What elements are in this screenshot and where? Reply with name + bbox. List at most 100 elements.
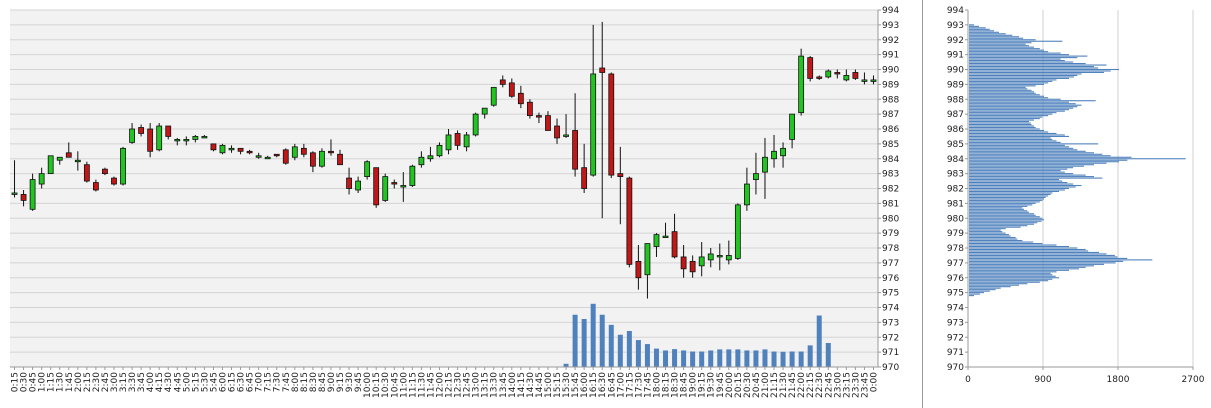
main-xtick-label: 7:30 (273, 372, 283, 392)
volume-bar (653, 348, 659, 367)
profile-bar (969, 63, 1086, 65)
profile-bar (969, 106, 1078, 108)
candle-body (174, 139, 181, 142)
candle-body (590, 73, 597, 176)
profile-bar (969, 219, 1044, 221)
profile-bar (969, 187, 1069, 190)
main-xtick-label: 1:45 (65, 372, 75, 392)
profile-bar (969, 82, 1049, 84)
main-xtick-label: 23:45 (860, 372, 870, 398)
candle-body (210, 143, 217, 151)
candle (255, 152, 262, 159)
main-xtick-label: 4:15 (155, 372, 165, 392)
profile-bar (969, 77, 1069, 79)
profile-bar (969, 85, 1036, 87)
profile-bar (969, 272, 1051, 274)
volume-bar (780, 351, 786, 367)
main-xtick-label: 7:45 (282, 372, 292, 392)
main-xtick-label: 6:30 (237, 372, 247, 392)
main-ytick-label: 994 (882, 6, 899, 16)
profile-bar (969, 27, 986, 29)
profile-bar (969, 37, 1024, 39)
candle (563, 114, 569, 138)
profile-bar (969, 266, 1086, 268)
profile-bar (969, 91, 1034, 93)
candle (65, 142, 72, 158)
profile-bar (969, 126, 1036, 129)
main-ytick-label: 974 (882, 304, 899, 314)
volume-bar (572, 314, 578, 367)
profile-bar (969, 174, 1086, 176)
candle (219, 143, 226, 155)
profile-bar (969, 46, 1034, 48)
profile-bar (969, 170, 1061, 172)
candle (210, 143, 217, 152)
profile-ytick-label: 974 (947, 304, 964, 314)
candle (870, 75, 877, 85)
volume-profile-chart: 994 993 992 991 990 989 988 987 986 985 984 983 982 9… (947, 6, 1205, 385)
candle-body (608, 73, 615, 176)
candle-body (11, 192, 18, 195)
candle-body (653, 234, 660, 247)
profile-bar (969, 109, 1069, 111)
main-xtick-label: 5:30 (200, 372, 210, 392)
candle (273, 153, 280, 158)
main-xtick-label: 19:45 (716, 372, 726, 398)
main-xtick-label: 20:15 (734, 372, 744, 398)
candle (20, 189, 27, 207)
profile-ytick-label: 982 (947, 185, 964, 195)
profile-bar (969, 269, 1069, 271)
candle-body (20, 194, 27, 201)
main-xtick-label: 3:15 (119, 372, 129, 392)
candle-body (400, 185, 407, 188)
candle-body (780, 147, 786, 157)
volume-bar (672, 349, 678, 367)
main-xtick-label: 19:15 (698, 372, 708, 398)
candle-body (563, 134, 569, 137)
profile-bar (969, 115, 1049, 117)
profile-bar (969, 116, 1043, 118)
candle (364, 160, 371, 180)
candle-body (309, 152, 316, 167)
candle (590, 24, 597, 177)
candle-body (472, 113, 479, 136)
profile-bar (969, 226, 1021, 228)
profile-ytick-label: 983 (947, 170, 964, 180)
candle (309, 151, 316, 173)
candle-body (102, 168, 108, 175)
profile-bar (969, 58, 1061, 60)
profile-bar (969, 34, 1013, 36)
profile-bar (969, 248, 1086, 251)
main-ytick-label: 985 (882, 140, 899, 150)
main-xtick-label: 22:00 (797, 372, 807, 398)
main-price-axis: 994 993 992 991 990 989 988 987 986 985 984 983 982 9… (878, 6, 899, 373)
candle (355, 176, 362, 193)
candle-body (698, 256, 705, 267)
main-xtick-label: 1:30 (56, 372, 66, 392)
candle-body (716, 255, 723, 258)
candle (102, 167, 108, 176)
profile-bar (969, 164, 1094, 166)
candle-body (382, 176, 389, 201)
candle-body (364, 161, 371, 178)
main-xtick-label: 21:45 (788, 372, 798, 398)
candle-body (508, 82, 515, 97)
candle-body (825, 70, 832, 78)
profile-bar (969, 73, 1082, 75)
profile-bar (969, 146, 1069, 148)
volume-bar (717, 349, 723, 367)
main-xtick-label: 0:00 (869, 372, 879, 392)
profile-volume-axis: 0 900 1800 2700 (965, 367, 1205, 385)
candle (572, 93, 579, 177)
profile-bar (969, 242, 1043, 245)
candle (291, 143, 298, 161)
profile-bar (969, 25, 979, 27)
profile-bar (969, 125, 1034, 127)
candle-body (192, 136, 199, 140)
candle (47, 155, 54, 175)
main-xtick-label: 2:45 (101, 372, 111, 392)
main-xtick-label: 13:15 (481, 372, 491, 398)
main-time-axis: 0:15 0:30 0:45 1:00 1:15 1:30 1:45 2:00 2:15 2:30… (11, 367, 879, 398)
profile-bar (969, 49, 1044, 51)
candle-body (771, 150, 777, 160)
